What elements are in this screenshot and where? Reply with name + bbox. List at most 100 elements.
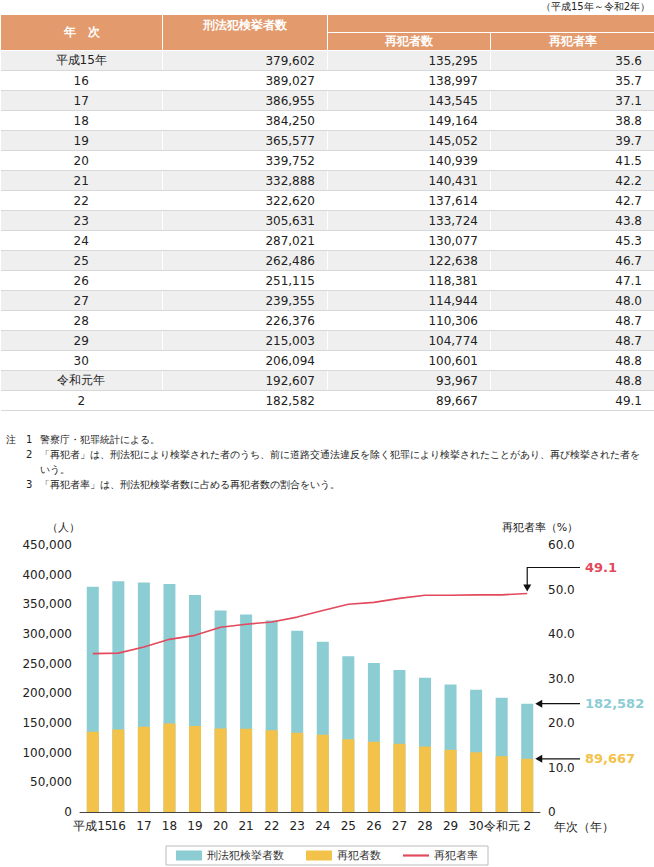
html-text:41.5: 41.5 (615, 153, 642, 168)
svg-text:25: 25 (341, 819, 356, 833)
html-text:35.6: 35.6 (615, 53, 642, 68)
html-text:45.3: 45.3 (615, 233, 642, 248)
html-text:140,939: 140,939 (428, 153, 478, 168)
html-text:26: 26 (73, 273, 89, 288)
svg-text:40.0: 40.0 (548, 627, 575, 641)
svg-text:29: 29 (443, 819, 458, 833)
svg-text:（人）: （人） (47, 521, 80, 534)
svg-text:250,000: 250,000 (22, 657, 72, 671)
svg-text:182,582: 182,582 (585, 696, 644, 711)
svg-text:50.0: 50.0 (548, 583, 575, 597)
html-text:27: 27 (73, 293, 89, 308)
html-text:110,306: 110,306 (428, 313, 478, 328)
svg-text:16: 16 (111, 819, 126, 833)
svg-text:200,000: 200,000 (22, 686, 72, 700)
svg-text:刑法犯検挙者数: 刑法犯検挙者数 (207, 849, 284, 862)
svg-text:26: 26 (366, 819, 381, 833)
html-text:23: 23 (73, 213, 89, 228)
svg-text:18: 18 (162, 819, 177, 833)
html-text:19: 19 (73, 133, 89, 148)
html-text:133,724: 133,724 (428, 213, 478, 228)
html-text:24: 24 (73, 233, 89, 248)
html-text:25: 25 (73, 253, 89, 268)
html-text:114,944: 114,944 (428, 293, 478, 308)
html-text:38.8: 38.8 (615, 113, 642, 128)
html-text:332,888: 332,888 (265, 173, 315, 188)
html-text:145,052: 145,052 (428, 133, 478, 148)
html-text:365,577: 365,577 (265, 133, 315, 148)
html-text:35.7: 35.7 (615, 73, 642, 88)
svg-text:再犯者率（%）: 再犯者率（%） (502, 521, 578, 534)
svg-text:100,000: 100,000 (22, 746, 72, 760)
svg-text:19: 19 (187, 819, 202, 833)
svg-text:23: 23 (290, 819, 305, 833)
svg-text:50,000: 50,000 (30, 775, 72, 789)
svg-text:令和元: 令和元 (484, 819, 520, 833)
svg-text:0: 0 (64, 805, 72, 819)
html-text:226,376: 226,376 (265, 313, 315, 328)
html-text:22: 22 (73, 193, 89, 208)
html-text:「再犯者」は、刑法犯により検挙された者のうち、前に道路交通法: 「再犯者」は、刑法犯により検挙された者のうち、前に道路交通法違反を除く犯罪により… (40, 449, 640, 475)
svg-text:10.0: 10.0 (548, 761, 575, 775)
html-text:287,021: 287,021 (265, 233, 315, 248)
svg-text:150,000: 150,000 (22, 716, 72, 730)
html-text:21: 21 (73, 173, 89, 188)
html-text:42.2: 42.2 (615, 173, 642, 188)
html-text:48.0: 48.0 (615, 293, 642, 308)
svg-text:21: 21 (238, 819, 253, 833)
html-text:386,955: 386,955 (265, 93, 315, 108)
html-text:140,431: 140,431 (428, 173, 478, 188)
html-text:262,486: 262,486 (265, 253, 315, 268)
svg-text:2: 2 (523, 819, 531, 833)
html-text:239,355: 239,355 (265, 293, 315, 308)
html-text:20: 20 (73, 153, 89, 168)
html-text:17: 17 (73, 93, 89, 108)
svg-text:60.0: 60.0 (548, 538, 575, 552)
html-text:149,164: 149,164 (428, 113, 478, 128)
svg-text:20: 20 (213, 819, 228, 833)
html-text:389,027: 389,027 (265, 73, 315, 88)
svg-text:17: 17 (136, 819, 151, 833)
svg-text:30: 30 (468, 819, 483, 833)
svg-text:年次（年）: 年次（年） (554, 820, 614, 834)
html-text:130,077: 130,077 (428, 233, 478, 248)
html-text:37.1: 37.1 (615, 93, 642, 108)
html-text:47.1: 47.1 (615, 273, 642, 288)
svg-text:再犯者率: 再犯者率 (434, 849, 478, 862)
svg-text:平成15: 平成15 (73, 819, 112, 833)
html-text:322,620: 322,620 (265, 193, 315, 208)
svg-text:再犯者数: 再犯者数 (337, 849, 381, 862)
svg-text:30.0: 30.0 (548, 672, 575, 686)
html-text:118,381: 118,381 (428, 273, 478, 288)
html-text:42.7: 42.7 (615, 193, 642, 208)
html-text:339,752: 339,752 (265, 153, 315, 168)
html-text:137,614: 137,614 (428, 193, 478, 208)
html-text:143,545: 143,545 (428, 93, 478, 108)
html-text:46.7: 46.7 (615, 253, 642, 268)
html-text:251,115: 251,115 (265, 273, 315, 288)
html-text:135,295: 135,295 (428, 53, 478, 68)
html-text:48.7: 48.7 (615, 313, 642, 328)
html-text:28: 28 (73, 313, 89, 328)
html-text:379,602: 379,602 (265, 53, 315, 68)
html-text:18: 18 (73, 113, 89, 128)
svg-text:24: 24 (315, 819, 330, 833)
svg-text:89,667: 89,667 (585, 751, 635, 766)
svg-text:300,000: 300,000 (22, 627, 72, 641)
html-text:16: 16 (73, 73, 89, 88)
svg-text:28: 28 (417, 819, 432, 833)
svg-text:0: 0 (548, 805, 556, 819)
html-text:138,997: 138,997 (428, 73, 478, 88)
svg-text:49.1: 49.1 (585, 560, 617, 575)
html-text:39.7: 39.7 (615, 133, 642, 148)
svg-text:22: 22 (264, 819, 279, 833)
html-text:384,250: 384,250 (265, 113, 315, 128)
svg-text:400,000: 400,000 (22, 568, 72, 582)
html-text:43.8: 43.8 (615, 213, 642, 228)
svg-text:27: 27 (392, 819, 407, 833)
svg-text:350,000: 350,000 (22, 597, 72, 611)
svg-text:450,000: 450,000 (22, 538, 72, 552)
svg-text:20.0: 20.0 (548, 716, 575, 730)
html-text:122,638: 122,638 (428, 253, 478, 268)
html-text:305,631: 305,631 (265, 213, 315, 228)
